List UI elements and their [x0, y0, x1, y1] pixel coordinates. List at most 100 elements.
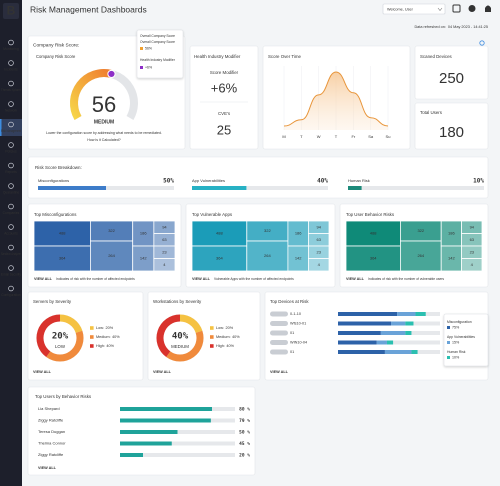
treemap-label: 142	[448, 256, 455, 261]
nav-item[interactable]: Policies	[5, 149, 17, 153]
nav-item[interactable]: Reports	[5, 170, 17, 174]
refresh-time: 04 May 2023 - 14:41:25	[448, 25, 488, 29]
nav-item[interactable]: Companies	[3, 211, 20, 215]
nav-item[interactable]: Accounts	[4, 231, 18, 235]
treemap-cell[interactable]	[153, 258, 176, 272]
tooltip-value: 56%	[145, 47, 152, 51]
card-title: Score Over Time	[268, 54, 301, 59]
user-menu[interactable]: Welcome, User	[387, 7, 414, 11]
tooltip-value: 10%	[452, 356, 460, 360]
user-name[interactable]: Ziggy Ratcliffe	[38, 452, 64, 457]
card	[414, 45, 489, 100]
user-value: 80 %	[239, 407, 250, 413]
legend-value: 20%	[106, 326, 114, 330]
nav-item[interactable]: Incidents	[4, 67, 18, 71]
legend-value: 20%	[226, 326, 234, 330]
bar-track	[120, 453, 235, 457]
legend-swatch	[90, 344, 94, 348]
nav-item[interactable]: Configuration	[1, 293, 21, 297]
nav-item[interactable]: Monitoring	[3, 47, 19, 51]
card-title: Servers by Severity	[33, 299, 72, 304]
bar-segment	[376, 340, 387, 345]
breakdown-name: Human Risk	[348, 178, 370, 183]
device-name[interactable]: 01	[290, 350, 294, 354]
gift-icon[interactable]	[452, 4, 461, 13]
nav-item[interactable]: Risk Management	[1, 129, 21, 133]
tooltip	[136, 29, 184, 79]
nav-icon	[8, 203, 14, 210]
link[interactable]: VIEW ALL	[270, 370, 289, 374]
treemap-cell[interactable]	[246, 240, 289, 272]
legend-swatch	[210, 344, 214, 348]
help-icon[interactable]	[468, 5, 476, 12]
treemap-label: 4	[471, 262, 474, 267]
device-name[interactable]: Wfs10-01	[290, 322, 306, 326]
user-name[interactable]: Ziggy Ratcliffe	[38, 418, 64, 423]
bar-segment	[338, 340, 377, 345]
link[interactable]: VIEW ALL	[33, 370, 52, 374]
bar	[38, 186, 106, 190]
page-title: Risk Management Dashboards	[30, 4, 147, 14]
note: Indicates of risk with the number of vul…	[368, 277, 444, 281]
nav-icon	[8, 121, 14, 128]
nav-item[interactable]: Network	[5, 108, 17, 112]
link[interactable]: VIEW ALL	[346, 277, 365, 281]
nav-item[interactable]: Quarantine	[3, 190, 19, 194]
treemap-label: 488	[59, 231, 66, 236]
link[interactable]: How is it Calculated?	[87, 138, 121, 142]
donut-level: LOW	[55, 344, 66, 349]
legend-value: 40%	[226, 344, 234, 348]
breakdown-value: 10%	[473, 178, 484, 185]
link[interactable]: VIEW ALL	[38, 466, 57, 470]
device-name[interactable]: WIN10-04	[290, 341, 307, 345]
legend-name: Medium:	[216, 335, 231, 339]
link[interactable]: VIEW ALL	[34, 277, 53, 281]
donut-segment	[156, 314, 181, 358]
bell-icon[interactable]	[485, 5, 491, 13]
treemap-label: 186	[448, 231, 455, 236]
treemap-cell[interactable]	[191, 220, 248, 247]
treemap-label: 63	[470, 237, 475, 242]
user-name[interactable]: Thelma Connor	[38, 441, 66, 446]
device-name[interactable]: 01	[290, 331, 294, 335]
treemap-label: 4	[318, 262, 321, 267]
treemap-label: 94	[162, 224, 167, 229]
link[interactable]: VIEW ALL	[192, 277, 211, 281]
bar-segment	[338, 321, 392, 326]
treemap-cell[interactable]	[308, 258, 330, 272]
nav-item[interactable]: Sandbox Analyzer	[1, 252, 22, 256]
donut-center: 20%	[52, 332, 69, 342]
x-label: T	[335, 134, 338, 139]
donut-segment	[59, 314, 83, 334]
user-select[interactable]	[382, 3, 446, 15]
nav-icon	[8, 285, 14, 292]
bar	[120, 430, 178, 434]
nav-icon	[8, 39, 14, 46]
card-title: Company Risk Score:	[33, 42, 79, 48]
metric-label: CVE's	[218, 111, 231, 116]
tooltip-value: 75%	[452, 326, 460, 330]
settings-icon[interactable]	[479, 40, 485, 46]
link[interactable]: VIEW ALL	[153, 370, 172, 374]
user-name[interactable]: Teresa Duggan	[38, 429, 65, 434]
nav-item[interactable]: Email Security	[1, 272, 21, 276]
gauge-arc	[70, 69, 113, 120]
card-title: Top Vulnerable Apps	[192, 212, 233, 217]
treemap-cell[interactable]	[90, 240, 134, 272]
nav-icon	[8, 224, 14, 230]
tooltip	[443, 313, 489, 367]
note: Lower the configuration score by address…	[46, 131, 162, 135]
user-name[interactable]: Lia Shepard	[38, 406, 60, 411]
treemap-label: 142	[295, 256, 302, 261]
bar	[192, 186, 247, 190]
nav-icon	[8, 142, 14, 148]
gauge-value: 56	[92, 92, 116, 117]
treemap-cell[interactable]	[461, 258, 483, 272]
legend-entry: Medium: 40%	[216, 335, 240, 339]
treemap-cell[interactable]	[191, 245, 248, 272]
active-marker	[0, 119, 2, 136]
treemap-label: 186	[140, 231, 147, 236]
device-name[interactable]: 0-1-10	[290, 312, 301, 316]
x-label: W	[317, 134, 321, 139]
nav-item[interactable]: Threats Xplorer	[1, 88, 22, 92]
